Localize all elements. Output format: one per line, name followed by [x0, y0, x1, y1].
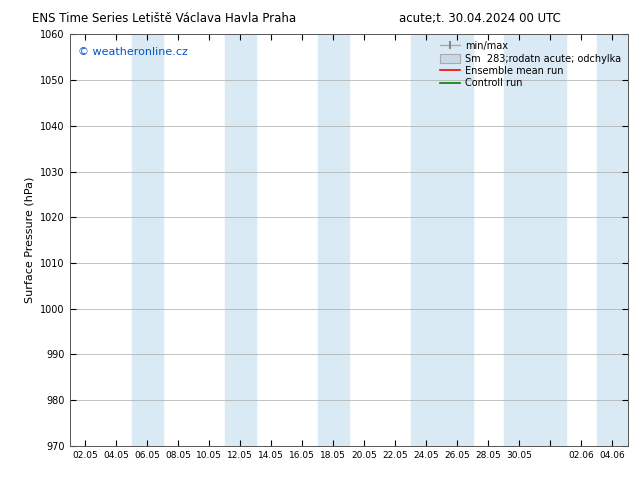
Bar [318, 34, 349, 446]
Bar [534, 34, 566, 446]
Bar [132, 34, 163, 446]
Legend: min/max, Sm  283;rodatn acute; odchylka, Ensemble mean run, Controll run: min/max, Sm 283;rodatn acute; odchylka, … [439, 39, 623, 90]
Bar [597, 34, 628, 446]
Y-axis label: Surface Pressure (hPa): Surface Pressure (hPa) [25, 177, 35, 303]
Bar [224, 34, 256, 446]
Bar [411, 34, 442, 446]
Text: ENS Time Series Letiště Václava Havla Praha: ENS Time Series Letiště Václava Havla Pr… [32, 12, 296, 25]
Bar [442, 34, 473, 446]
Text: acute;t. 30.04.2024 00 UTC: acute;t. 30.04.2024 00 UTC [399, 12, 561, 25]
Bar [503, 34, 534, 446]
Text: © weatheronline.cz: © weatheronline.cz [78, 47, 188, 57]
